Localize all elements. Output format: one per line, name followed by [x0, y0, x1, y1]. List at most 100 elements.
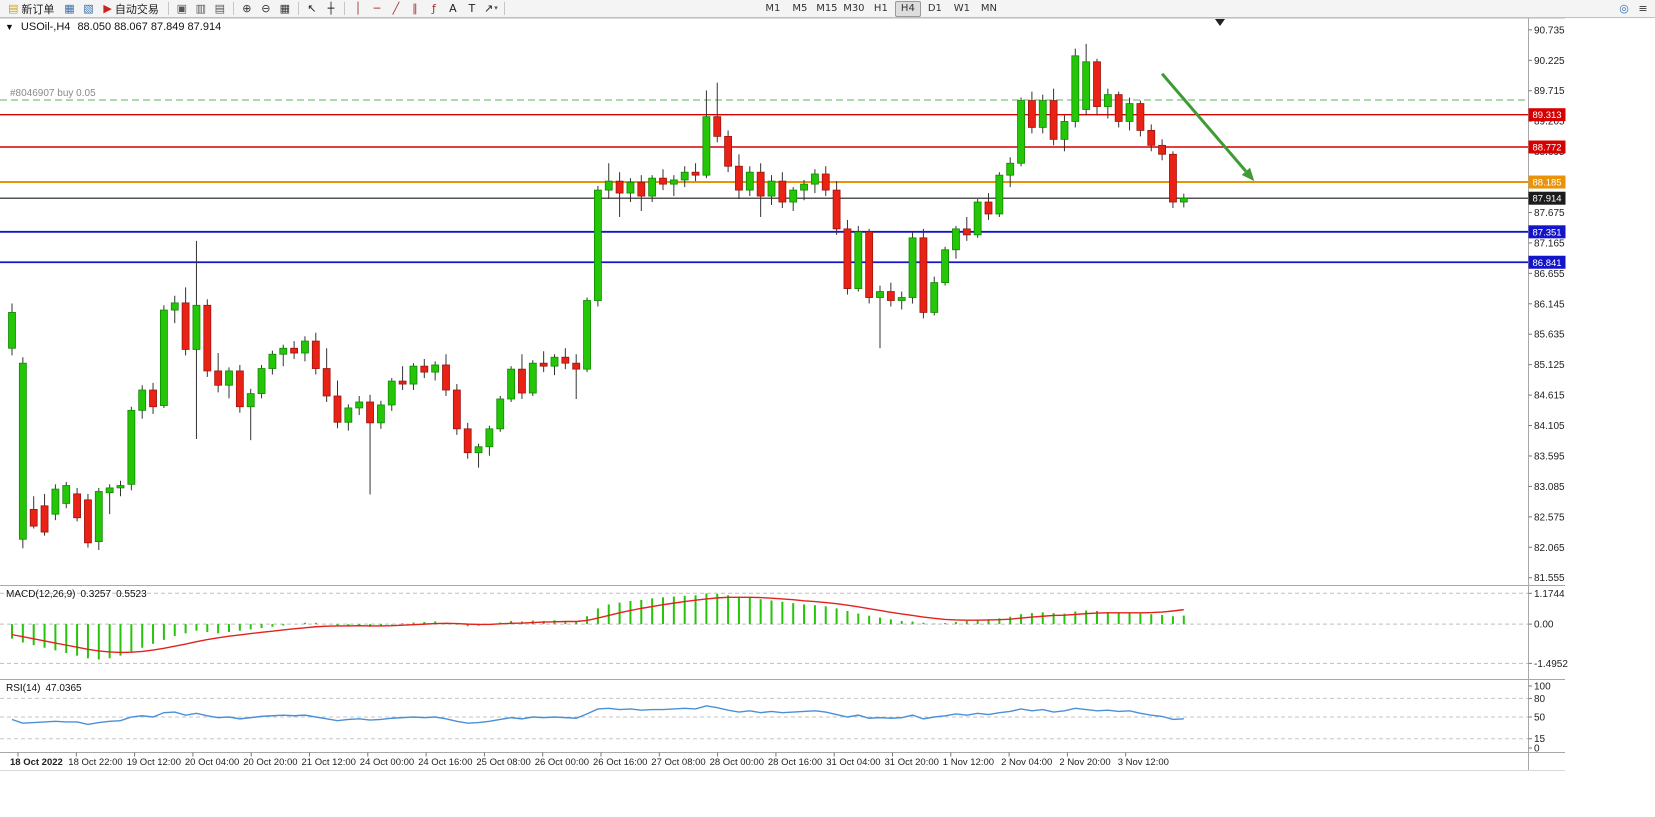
- cursor-icon[interactable]: ↖: [307, 2, 317, 15]
- toolbar-separator: [297, 2, 299, 15]
- chart-menu-icon[interactable]: ▼: [5, 22, 14, 32]
- timeframe-m30-button[interactable]: M30: [843, 3, 865, 14]
- candle-body: [268, 353, 277, 369]
- timeframe-w1-button[interactable]: W1: [953, 3, 970, 14]
- rsi-scale-label: 100: [1534, 682, 1551, 693]
- time-axis-label: 25 Oct 08:00: [476, 757, 530, 768]
- candle-body: [333, 395, 342, 423]
- price-scale-label: 87.675: [1534, 208, 1565, 219]
- timeframe-m15-button[interactable]: M15: [816, 3, 838, 14]
- time-axis-label: 27 Oct 08:00: [651, 757, 705, 768]
- equidistant-channel-icon[interactable]: ∥: [412, 2, 418, 15]
- candle-body: [1179, 197, 1188, 203]
- time-axis-label: 20 Oct 04:00: [185, 757, 239, 768]
- timeframe-mn-button[interactable]: MN: [980, 3, 997, 14]
- candle-body: [691, 171, 700, 176]
- text-label-icon[interactable]: T: [468, 2, 476, 15]
- candle-body: [811, 173, 819, 185]
- profiles-icon[interactable]: ▧: [83, 2, 94, 15]
- candle-body: [962, 228, 971, 236]
- time-axis-label: 1 Nov 12:00: [943, 757, 994, 768]
- macd-scale-label: 0.00: [1534, 620, 1554, 631]
- candle-body: [214, 370, 223, 386]
- candle-body: [745, 171, 754, 191]
- macd-value: 0.3257: [80, 589, 112, 600]
- candle-body: [550, 356, 559, 367]
- menu-icon[interactable]: ≡: [1638, 2, 1648, 15]
- candle-body: [225, 370, 233, 386]
- candle-body: [594, 189, 602, 301]
- rsi-value: 47.0365: [45, 683, 82, 694]
- macd-scale-label: -1.4952: [1534, 659, 1568, 670]
- macd-signal-value: 0.5523: [116, 589, 147, 600]
- zoom-out-icon[interactable]: ⊖: [261, 2, 271, 15]
- candle-body: [105, 487, 114, 494]
- price-scale-label: 84.615: [1534, 391, 1565, 402]
- candle-body: [474, 446, 483, 454]
- candle-body: [952, 228, 960, 251]
- zoom-in-icon[interactable]: ⊕: [242, 2, 252, 15]
- trend-arrow-object[interactable]: [1160, 72, 1247, 173]
- candle-body: [1049, 100, 1058, 140]
- chart-scroll-marker[interactable]: [1215, 19, 1225, 26]
- horizontal-line-icon[interactable]: ─: [373, 2, 381, 15]
- candle-body: [301, 340, 309, 354]
- candle-body: [62, 485, 71, 504]
- candle-body: [1071, 55, 1080, 122]
- price-scale-label: 90.225: [1534, 56, 1565, 67]
- timeframe-h1-button[interactable]: H1: [873, 3, 888, 14]
- candle-body: [355, 401, 364, 409]
- candle-body: [865, 231, 874, 298]
- time-axis-label: 31 Oct 04:00: [826, 757, 880, 768]
- rsi-scale-label: 80: [1534, 694, 1546, 705]
- candle-body: [1082, 61, 1091, 110]
- timeframe-d1-button[interactable]: D1: [927, 3, 942, 14]
- position-entry-label: #8046907 buy 0.05: [10, 88, 96, 99]
- dropdown-caret-icon: ▾: [494, 4, 498, 12]
- trendline-icon[interactable]: ╱: [392, 2, 400, 15]
- toolbar-separator: [232, 2, 234, 15]
- chart-symbol-title: USOil-,H4: [20, 21, 71, 33]
- candle-body: [257, 368, 266, 395]
- search-icon[interactable]: ◎: [1619, 2, 1629, 15]
- autotrading-button[interactable]: ▶ 自动交易: [98, 1, 163, 16]
- candle-body: [51, 488, 60, 515]
- candle-body: [626, 181, 635, 194]
- candle-body: [1125, 103, 1134, 122]
- arrows-dropdown-icon[interactable]: ↗ ▾: [484, 2, 498, 15]
- fibonacci-icon[interactable]: ƒ: [431, 2, 436, 15]
- timeframe-m1-button[interactable]: M1: [765, 3, 781, 14]
- charts-toolbar-icon[interactable]: ▦: [64, 2, 75, 15]
- time-axis-label: 18 Oct 22:00: [68, 757, 122, 768]
- price-tag-label: 87.351: [1533, 227, 1562, 238]
- price-tag-label: 89.313: [1533, 110, 1562, 121]
- price-scale-label: 86.655: [1534, 269, 1565, 280]
- cascade-windows-icon[interactable]: ▣: [176, 2, 188, 15]
- price-scale-label: 87.165: [1534, 238, 1565, 249]
- tile-horizontal-icon[interactable]: ▥: [195, 2, 207, 15]
- candle-body: [1158, 144, 1166, 155]
- candle-body: [40, 505, 49, 533]
- vertical-line-icon[interactable]: │: [354, 2, 362, 15]
- candle-body: [290, 347, 299, 354]
- price-tag: [1528, 225, 1566, 239]
- price-scale-label: 89.715: [1534, 86, 1565, 97]
- tile-vertical-icon[interactable]: ▤: [214, 2, 226, 15]
- rsi-indicator-name: RSI(14): [6, 683, 41, 694]
- timeframe-h4-button[interactable]: H4: [894, 0, 921, 17]
- price-tag: [1528, 140, 1566, 154]
- price-scale-label: 82.575: [1534, 512, 1565, 523]
- timeframe-m5-button[interactable]: M5: [792, 3, 808, 14]
- candle-body: [149, 389, 157, 408]
- candle-body: [235, 370, 244, 408]
- tile-windows-icon[interactable]: ▦: [279, 2, 291, 15]
- candle-body: [767, 180, 776, 197]
- text-icon[interactable]: A: [449, 2, 457, 15]
- candle-body: [789, 189, 798, 203]
- candle-body: [1147, 130, 1156, 146]
- new-order-button[interactable]: ▤ 新订单: [3, 1, 59, 16]
- candle-body: [322, 368, 331, 397]
- candle-body: [159, 309, 168, 406]
- crosshair-icon[interactable]: ┼: [327, 2, 335, 15]
